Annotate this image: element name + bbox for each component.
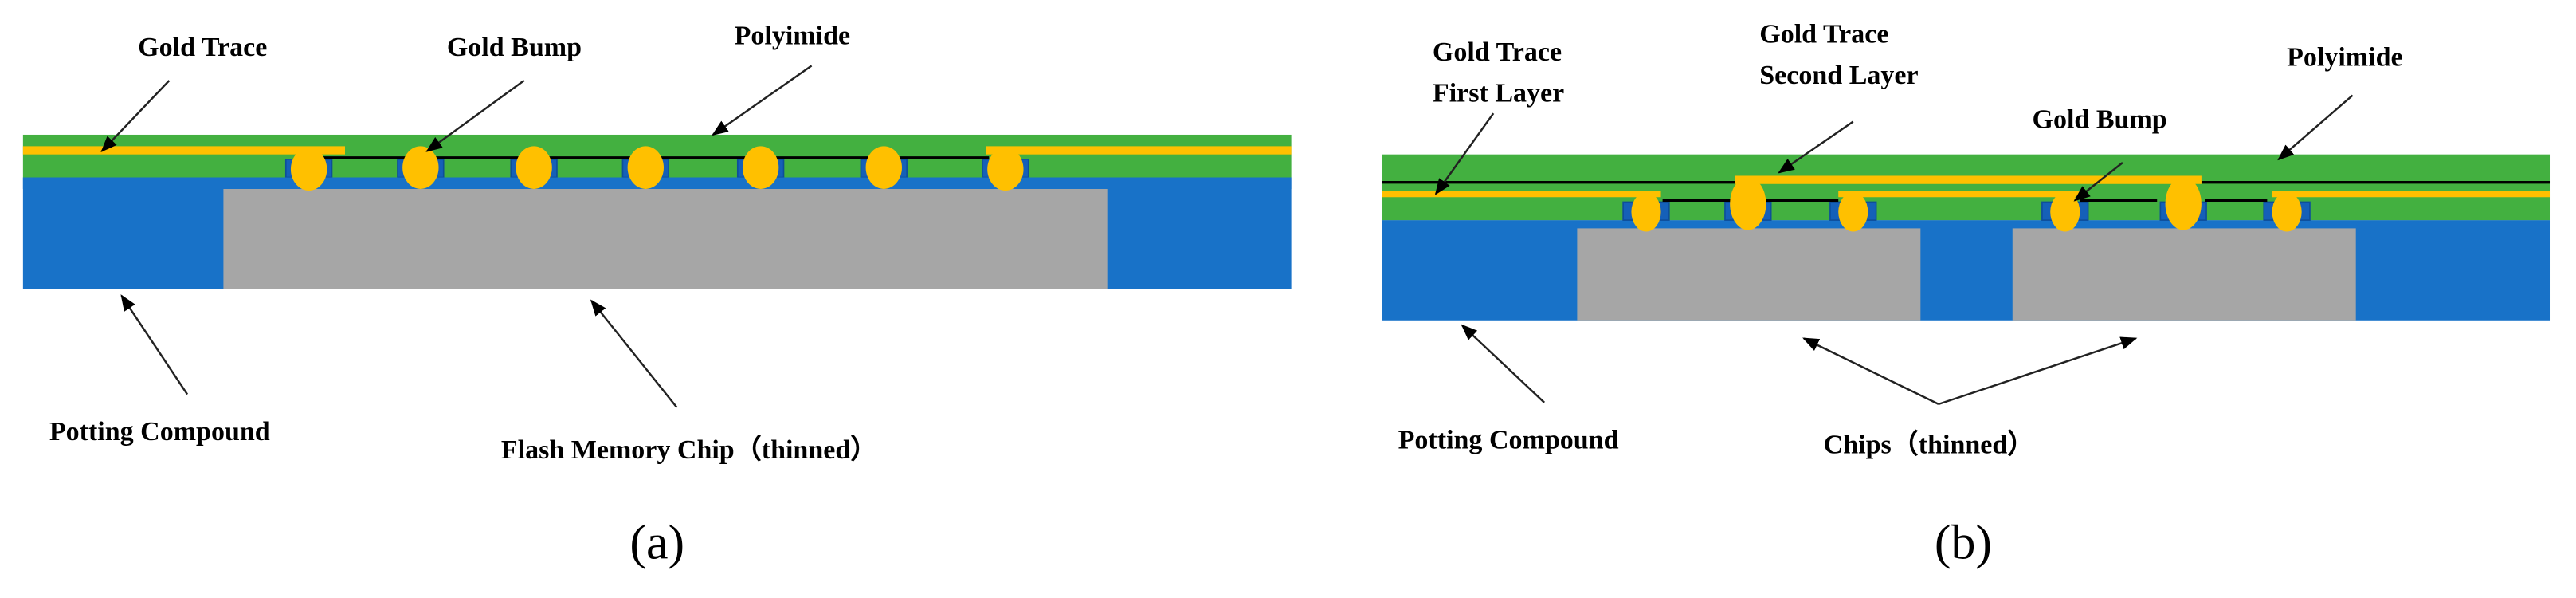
label-gold-trace: Gold Trace bbox=[138, 33, 267, 62]
caption-a: (a) bbox=[629, 516, 684, 570]
arrow-second-layer bbox=[1778, 120, 1854, 174]
arrow-gold-bump bbox=[425, 79, 525, 152]
chip-2 bbox=[2012, 228, 2356, 321]
label-gold-trace-second-2: Second Layer bbox=[1759, 61, 1918, 90]
gold-trace-left bbox=[22, 146, 345, 155]
label-gold-bump: Gold Bump bbox=[447, 33, 582, 62]
gold-bumps bbox=[1631, 177, 2302, 232]
arrow-first-layer bbox=[1434, 112, 1495, 195]
arrow-potting bbox=[1461, 324, 1545, 403]
label-chips: Chips（thinned） bbox=[1824, 429, 2035, 460]
arrow-chip-1 bbox=[1802, 337, 1939, 405]
panel-b: Gold Trace First Layer Gold Trace Second… bbox=[1382, 20, 2551, 570]
arrow-chip bbox=[590, 299, 678, 408]
label-gold-trace-first-2: First Layer bbox=[1433, 79, 1564, 108]
gold-trace-second-layer bbox=[1735, 175, 2202, 184]
arrow-potting bbox=[120, 294, 189, 395]
arrow-chip-2 bbox=[1938, 336, 2138, 406]
gold-bumps bbox=[290, 146, 1024, 191]
label-gold-bump: Gold Bump bbox=[2033, 105, 2167, 135]
arrow-gold-bump bbox=[2073, 162, 2123, 202]
arrow-gold-trace bbox=[100, 80, 171, 153]
potting-compound bbox=[1382, 220, 2551, 321]
label-potting-compound: Potting Compound bbox=[1398, 426, 1619, 455]
label-gold-trace-second-1: Gold Trace bbox=[1759, 20, 1888, 49]
arrow-polyimide bbox=[712, 65, 813, 136]
label-polyimide: Polyimide bbox=[2287, 42, 2402, 72]
label-potting-compound: Potting Compound bbox=[49, 417, 270, 447]
label-gold-trace-first-1: Gold Trace bbox=[1433, 37, 1562, 67]
gold-trace-right bbox=[986, 146, 1292, 155]
arrow-polyimide bbox=[2277, 94, 2354, 161]
gold-trace-first-layer bbox=[1382, 191, 2551, 198]
caption-b: (b) bbox=[1935, 516, 1992, 570]
chip-1 bbox=[1577, 228, 1921, 321]
panel-a: Gold Trace Gold Bump Polyimide Potting C… bbox=[22, 22, 1292, 570]
label-polyimide: Polyimide bbox=[735, 22, 850, 51]
polyimide-layer bbox=[1382, 154, 2551, 221]
flash-memory-chip bbox=[223, 188, 1108, 289]
label-flash-chip: Flash Memory Chip（thinned） bbox=[501, 434, 877, 465]
